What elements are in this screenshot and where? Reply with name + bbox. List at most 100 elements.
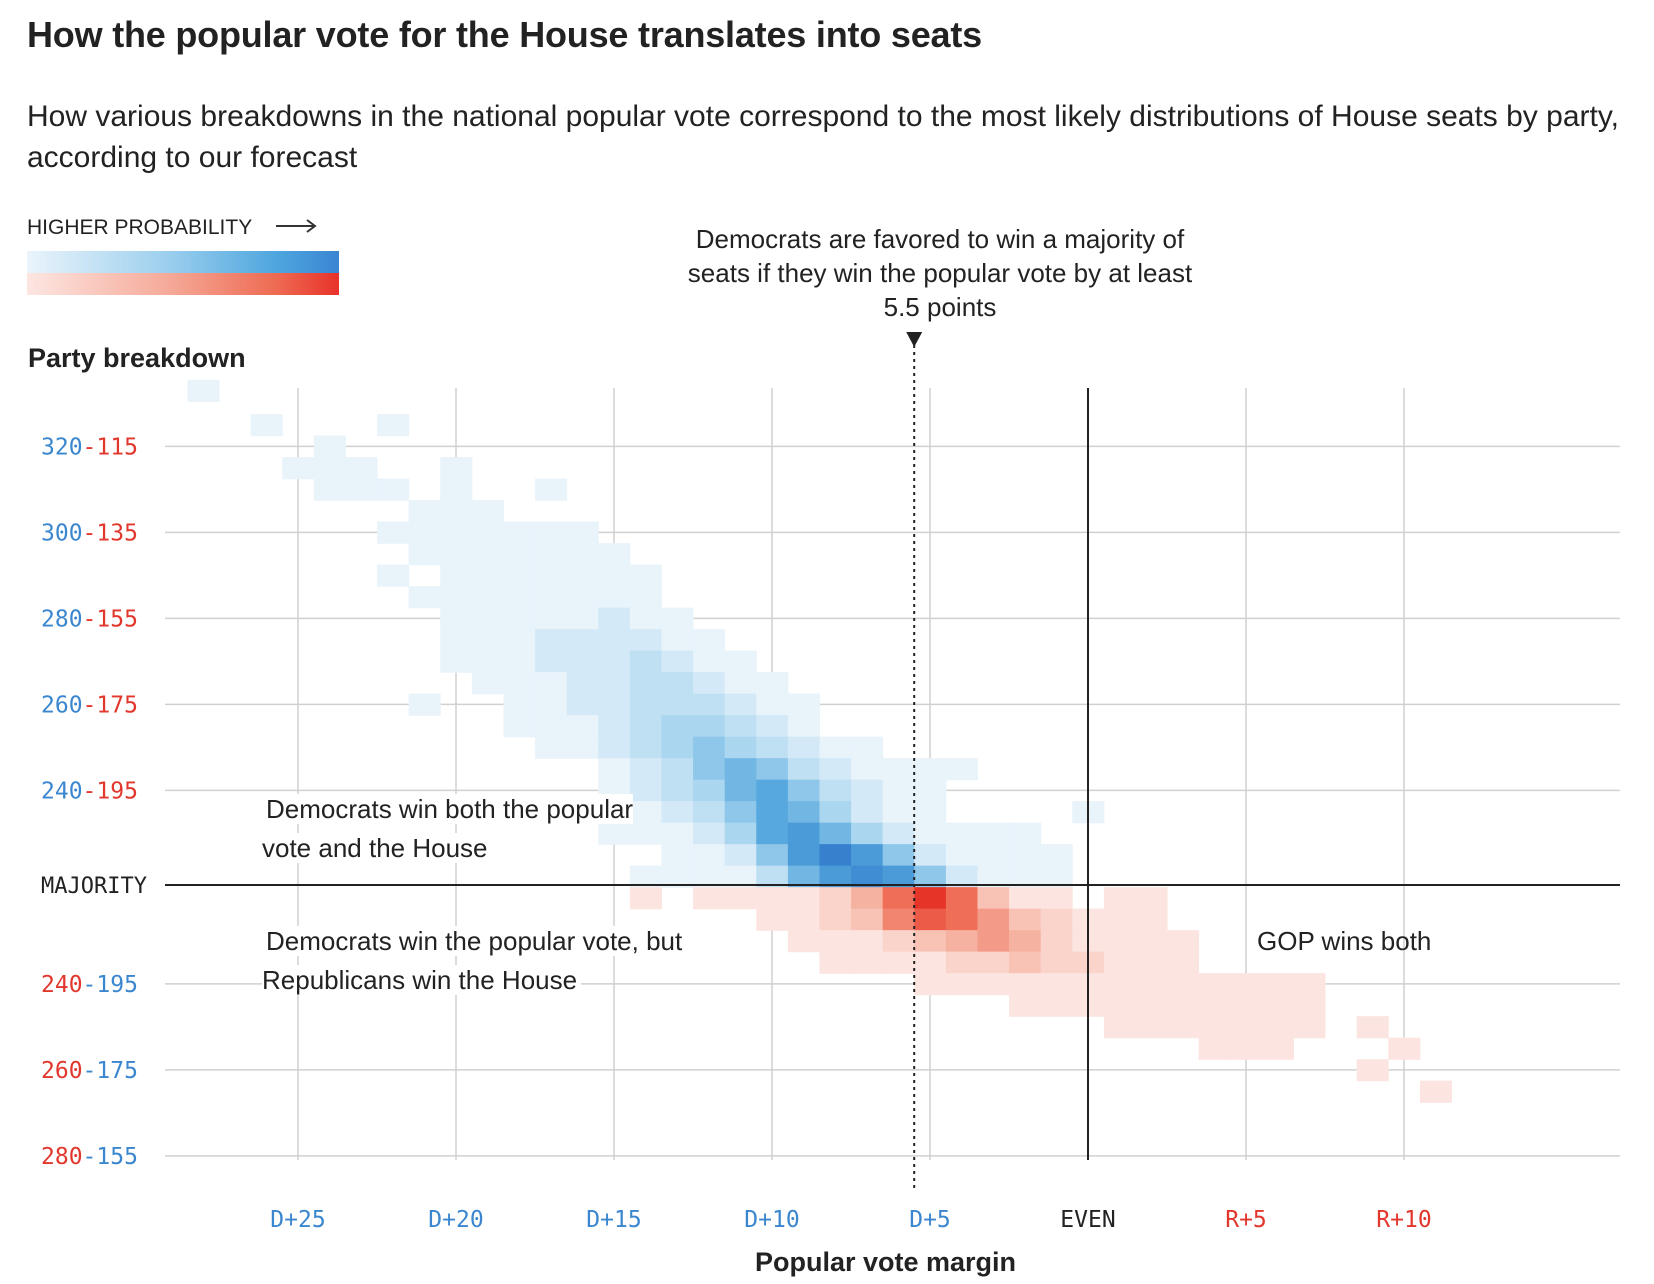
heatmap-cell-dem [977, 844, 1010, 867]
heatmap-cell-dem [756, 715, 789, 738]
heatmap-cell-dem [851, 822, 884, 845]
heatmap-cell-dem [598, 822, 631, 845]
heatmap-cell-dem [629, 736, 662, 759]
heatmap-cell-rep [945, 930, 978, 953]
heatmap-cell-dem [756, 822, 789, 845]
heatmap-cell-dem [661, 844, 694, 867]
chart-subtitle: How various breakdowns in the national p… [27, 100, 1619, 174]
heatmap-cell-dem [629, 672, 662, 695]
heatmap-cell-dem [693, 629, 726, 652]
heatmap-cell-rep [819, 951, 852, 974]
axis-layer [165, 332, 1620, 1190]
heatmap-cell-dem [882, 822, 915, 845]
heatmap-cell-dem [440, 650, 473, 673]
heatmap-cell-dem [440, 629, 473, 652]
heatmap-cell-dem [503, 521, 536, 544]
heatmap-cell-dem [693, 758, 726, 781]
heatmap-cell-dem [661, 650, 694, 673]
heatmap-cell-dem [566, 693, 599, 716]
heatmap-cell-dem [1009, 844, 1042, 867]
heatmap-cell-dem [724, 844, 757, 867]
heatmap-cell-rep [819, 930, 852, 953]
heatmap-cell-rep [945, 887, 978, 910]
heatmap-cell-dem [629, 693, 662, 716]
heatmap-cell-dem [629, 779, 662, 802]
x-tick-label: D+10 [744, 1207, 799, 1233]
heatmap-cell-dem [535, 586, 568, 609]
heatmap-cell-rep [1198, 994, 1231, 1017]
heatmap-cell-dem [819, 865, 852, 888]
heatmap-cell-dem [914, 801, 947, 824]
heatmap-cell-dem [882, 865, 915, 888]
heatmap-cell-dem [693, 736, 726, 759]
heatmap-cell-rep [1230, 994, 1263, 1017]
heatmap-cell-rep [977, 951, 1010, 974]
heatmap-cell-rep [1009, 930, 1042, 953]
heatmap-cell-rep [851, 951, 884, 974]
y-tick-label: 260-175 [41, 692, 138, 718]
heatmap-cell-dem [377, 478, 410, 501]
threshold-marker-icon [906, 332, 923, 347]
heatmap-cell-dem [724, 715, 757, 738]
heatmap-cell-rep [914, 973, 947, 996]
heatmap-cell-dem [566, 672, 599, 695]
heatmap-cell-dem [1009, 822, 1042, 845]
annotation-threshold: Democrats are favored to win a majority … [680, 222, 1200, 324]
heatmap-cell-dem [471, 672, 504, 695]
heatmap-cell-rep [1167, 1016, 1200, 1039]
heatmap-cell-dem [914, 865, 947, 888]
heatmap-cell-dem [408, 693, 441, 716]
heatmap-cell-dem [661, 865, 694, 888]
heatmap-cell-dem [535, 693, 568, 716]
heatmap-cell-dem [977, 865, 1010, 888]
heatmap-cell-rep [787, 930, 820, 953]
heatmap-cell-dem [661, 758, 694, 781]
x-tick-label: R+10 [1376, 1207, 1431, 1233]
heatmap-cell-rep [819, 908, 852, 931]
heatmap-cell-dem [724, 736, 757, 759]
heatmap-cell-rep [1135, 908, 1168, 931]
heatmap-cell-dem [693, 693, 726, 716]
heatmap-cell-dem [598, 586, 631, 609]
heatmap-cell-dem [787, 822, 820, 845]
heatmap-cell-dem [471, 500, 504, 523]
heatmap-cell-dem [724, 650, 757, 673]
heatmap-cell-dem [282, 457, 315, 480]
heatmap-cell-dem [693, 715, 726, 738]
heatmap-cell-dem [787, 758, 820, 781]
heatmap-cell-rep [977, 930, 1010, 953]
heatmap-cell-dem [851, 758, 884, 781]
heatmap-cell-dem [693, 650, 726, 673]
heatmap-cell-dem [440, 607, 473, 630]
heatmap-cell-dem [313, 457, 346, 480]
heatmap-cell-dem [535, 715, 568, 738]
heatmap-cell-dem [566, 715, 599, 738]
heatmap-cell-dem [598, 650, 631, 673]
heatmap-cell-rep [914, 908, 947, 931]
x-tick-label: D+5 [909, 1207, 951, 1233]
heatmap-cell-dem [914, 758, 947, 781]
heatmap-cell-rep [1040, 994, 1073, 1017]
heatmap-cell-dem [882, 758, 915, 781]
heatmap-cell-dem [440, 500, 473, 523]
heatmap-cell-rep [1009, 908, 1042, 931]
heatmap-cell-dem [787, 715, 820, 738]
heatmap-cell-dem [471, 629, 504, 652]
heatmap-cell-dem [503, 607, 536, 630]
heatmap-cell-dem [598, 736, 631, 759]
heatmap-cell-rep [1198, 973, 1231, 996]
y-tick-label: 240-195 [41, 778, 138, 804]
y-tick-label: 300-135 [41, 520, 138, 546]
heatmap-cell-dem [629, 822, 662, 845]
heatmap-cell-rep [1135, 951, 1168, 974]
heatmap-cell-dem [535, 736, 568, 759]
x-axis-title: Popular vote margin [755, 1247, 1017, 1277]
heatmap-cell-dem [882, 779, 915, 802]
heatmap-cell-dem [566, 736, 599, 759]
heatmap-cell-rep [1356, 1016, 1389, 1039]
heatmap-cell-rep [1103, 951, 1136, 974]
heatmap-cell-rep [1103, 1016, 1136, 1039]
heatmap-cell-rep [1103, 930, 1136, 953]
heatmap-cell-dem [440, 586, 473, 609]
heatmap-cell-dem [756, 672, 789, 695]
